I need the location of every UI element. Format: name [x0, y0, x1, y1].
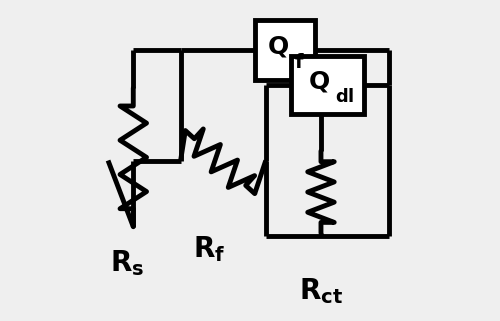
Text: $\mathbf{dl}$: $\mathbf{dl}$: [335, 88, 354, 106]
Text: $\mathbf{R_s}$: $\mathbf{R_s}$: [110, 248, 144, 278]
Text: $\mathbf{R_f}$: $\mathbf{R_f}$: [193, 234, 226, 264]
Text: $\mathbf{f}$: $\mathbf{f}$: [294, 53, 304, 72]
Bar: [254, 20, 314, 80]
Bar: [291, 56, 364, 114]
Text: $\mathbf{Q}$: $\mathbf{Q}$: [308, 69, 330, 94]
Text: $\mathbf{Q}$: $\mathbf{Q}$: [268, 34, 289, 59]
Text: $\mathbf{R_{ct}}$: $\mathbf{R_{ct}}$: [299, 276, 343, 306]
